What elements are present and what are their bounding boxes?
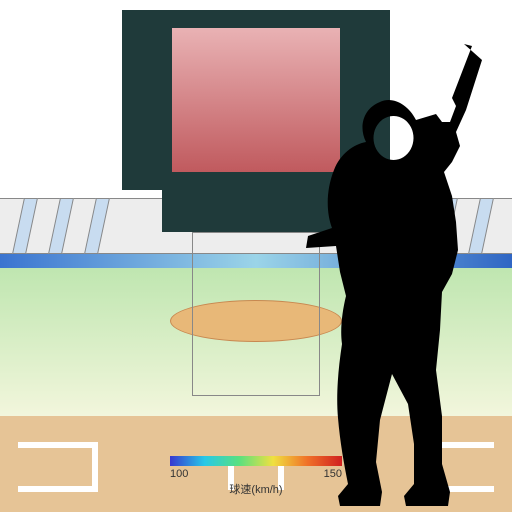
legend-tick-max: 150 [324,468,342,480]
plate-line [92,442,98,492]
legend-ticks: 100 150 [170,468,342,480]
legend-gradient-bar [170,456,342,466]
plate-line [18,442,96,448]
batter-silhouette [296,44,512,512]
speed-legend: 100 150 球速(km/h) [170,456,342,497]
plate-line [18,486,96,492]
pitch-location-scene: 100 150 球速(km/h) [0,0,512,512]
legend-tick-min: 100 [170,468,188,480]
legend-label: 球速(km/h) [170,481,342,497]
